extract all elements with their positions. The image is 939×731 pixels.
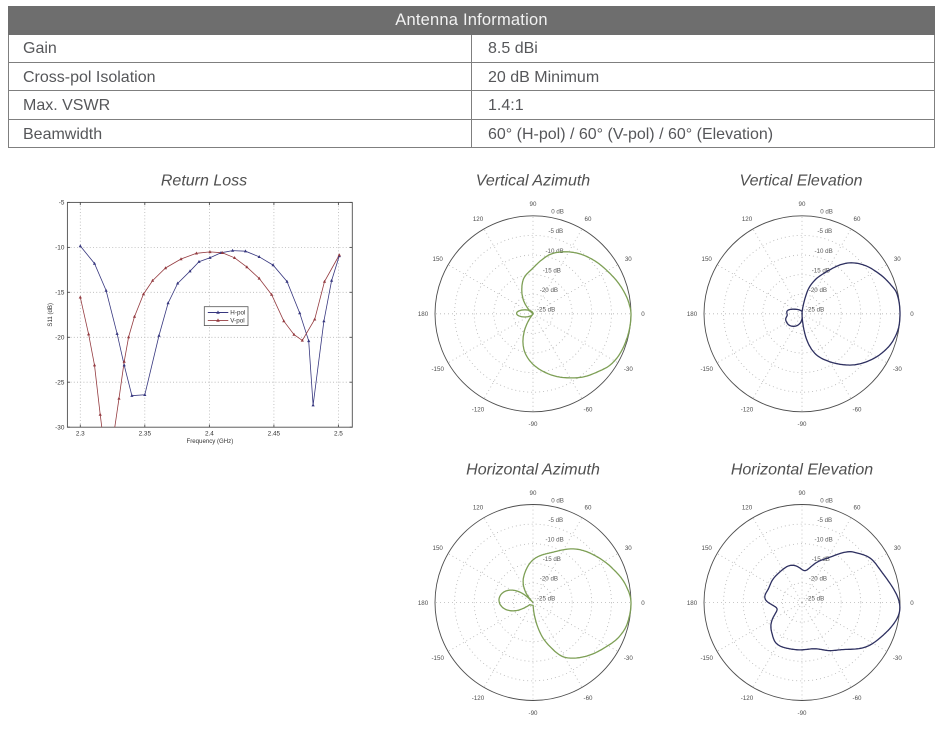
svg-text:-10 dB: -10 dB [815, 248, 833, 255]
svg-text:60: 60 [854, 216, 861, 223]
svg-text:0 dB: 0 dB [551, 209, 564, 216]
svg-text:-30: -30 [624, 366, 634, 373]
svg-text:-90: -90 [798, 710, 808, 717]
svg-text:0 dB: 0 dB [820, 497, 833, 504]
svg-text:60: 60 [854, 505, 861, 512]
svg-text:-150: -150 [432, 366, 445, 373]
svg-text:90: 90 [530, 490, 537, 497]
svg-text:-150: -150 [701, 655, 714, 662]
svg-text:Frequency (GHz): Frequency (GHz) [187, 438, 234, 445]
svg-text:0: 0 [910, 311, 914, 318]
svg-text:120: 120 [473, 505, 484, 512]
svg-text:-60: -60 [853, 406, 863, 413]
svg-text:2.45: 2.45 [268, 430, 281, 437]
svg-text:-120: -120 [741, 406, 754, 413]
svg-text:-10 dB: -10 dB [546, 248, 564, 255]
svg-text:-120: -120 [472, 695, 485, 702]
svg-text:-120: -120 [472, 406, 485, 413]
svg-text:-20 dB: -20 dB [809, 576, 827, 583]
svg-text:0: 0 [910, 600, 914, 607]
svg-text:-90: -90 [529, 710, 539, 717]
svg-text:-30: -30 [893, 655, 903, 662]
svg-text:Horizontal Azimuth: Horizontal Azimuth [466, 462, 600, 479]
svg-text:90: 90 [799, 201, 806, 208]
svg-text:60: 60 [585, 505, 592, 512]
svg-text:-90: -90 [529, 421, 539, 428]
svg-text:-15 dB: -15 dB [812, 556, 830, 563]
svg-text:-25 dB: -25 dB [537, 595, 555, 602]
svg-text:180: 180 [687, 600, 698, 607]
svg-text:90: 90 [530, 201, 537, 208]
svg-text:30: 30 [625, 545, 632, 552]
svg-text:180: 180 [418, 600, 429, 607]
svg-text:0 dB: 0 dB [820, 209, 833, 216]
svg-text:Horizontal Elevation: Horizontal Elevation [731, 462, 873, 479]
svg-text:-25 dB: -25 dB [806, 307, 824, 314]
svg-text:-60: -60 [853, 695, 863, 702]
svg-text:120: 120 [473, 216, 484, 223]
svg-text:60: 60 [585, 216, 592, 223]
svg-text:-15 dB: -15 dB [812, 267, 830, 274]
svg-text:0: 0 [641, 311, 645, 318]
svg-text:-60: -60 [584, 406, 594, 413]
svg-text:Return Loss: Return Loss [161, 173, 247, 190]
svg-text:-10: -10 [55, 245, 65, 252]
svg-text:150: 150 [702, 256, 713, 263]
svg-text:-10 dB: -10 dB [815, 537, 833, 544]
svg-text:150: 150 [702, 545, 713, 552]
svg-text:-10 dB: -10 dB [546, 537, 564, 544]
svg-text:H-pol: H-pol [230, 310, 245, 317]
svg-text:-60: -60 [584, 695, 594, 702]
svg-text:-20 dB: -20 dB [809, 287, 827, 294]
svg-text:150: 150 [433, 545, 444, 552]
svg-text:90: 90 [799, 490, 806, 497]
svg-text:-30: -30 [893, 366, 903, 373]
svg-text:-5 dB: -5 dB [817, 517, 832, 524]
svg-text:-5 dB: -5 dB [548, 517, 563, 524]
svg-text:-20: -20 [55, 335, 65, 342]
svg-text:-20 dB: -20 dB [540, 287, 558, 294]
svg-text:2.5: 2.5 [334, 430, 343, 437]
svg-text:-5 dB: -5 dB [817, 228, 832, 235]
svg-text:-150: -150 [432, 655, 445, 662]
svg-text:-150: -150 [701, 366, 714, 373]
svg-text:-15 dB: -15 dB [543, 556, 561, 563]
svg-text:30: 30 [625, 256, 632, 263]
svg-text:-25 dB: -25 dB [806, 595, 824, 602]
svg-text:-90: -90 [798, 421, 808, 428]
svg-text:-30: -30 [624, 655, 634, 662]
svg-text:120: 120 [742, 505, 753, 512]
svg-text:-25: -25 [55, 379, 65, 386]
svg-text:120: 120 [742, 216, 753, 223]
svg-text:30: 30 [894, 256, 901, 263]
svg-text:0: 0 [641, 600, 645, 607]
svg-text:-15: -15 [55, 290, 65, 297]
svg-text:-5: -5 [59, 200, 65, 207]
svg-text:-30: -30 [55, 424, 65, 431]
svg-text:2.4: 2.4 [205, 430, 214, 437]
svg-text:180: 180 [418, 311, 429, 318]
svg-text:-20 dB: -20 dB [540, 576, 558, 583]
svg-text:Vertical Azimuth: Vertical Azimuth [476, 173, 591, 190]
svg-text:30: 30 [894, 545, 901, 552]
svg-text:2.35: 2.35 [139, 430, 152, 437]
svg-text:V-pol: V-pol [230, 318, 244, 325]
svg-text:-15 dB: -15 dB [543, 267, 561, 274]
svg-text:0 dB: 0 dB [551, 497, 564, 504]
svg-text:-5 dB: -5 dB [548, 228, 563, 235]
svg-text:150: 150 [433, 256, 444, 263]
svg-text:-25 dB: -25 dB [537, 307, 555, 314]
svg-text:S11 (dB): S11 (dB) [47, 303, 54, 327]
svg-text:180: 180 [687, 311, 698, 318]
svg-text:-120: -120 [741, 695, 754, 702]
svg-text:Vertical Elevation: Vertical Elevation [739, 173, 862, 190]
svg-text:2.3: 2.3 [76, 430, 85, 437]
